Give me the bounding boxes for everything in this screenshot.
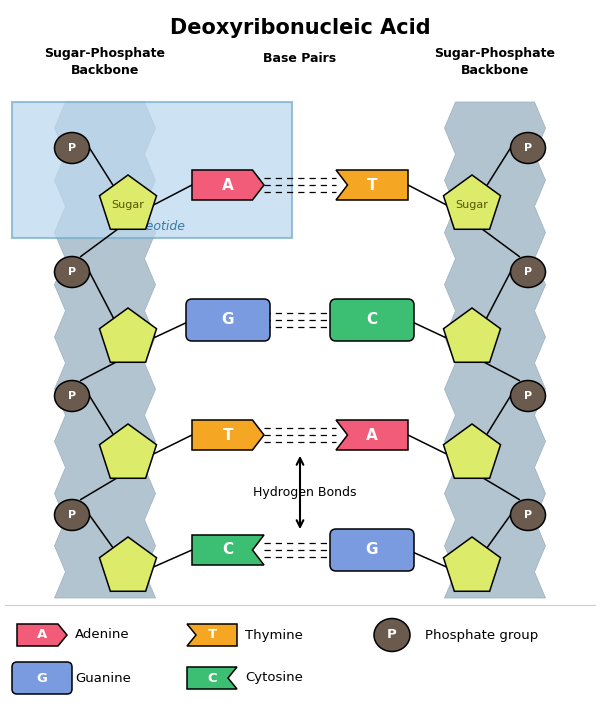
FancyBboxPatch shape — [186, 299, 270, 341]
Text: Hydrogen Bonds: Hydrogen Bonds — [253, 486, 357, 499]
Text: P: P — [68, 143, 76, 153]
Text: Base Pairs: Base Pairs — [263, 52, 337, 65]
Text: Sugar-Phosphate
Backbone: Sugar-Phosphate Backbone — [44, 48, 166, 77]
Ellipse shape — [55, 500, 89, 530]
Text: T: T — [367, 178, 377, 192]
Text: C: C — [207, 672, 217, 684]
Text: Deoxyribonucleic Acid: Deoxyribonucleic Acid — [170, 18, 430, 38]
Polygon shape — [192, 420, 264, 450]
Ellipse shape — [55, 256, 89, 288]
Text: P: P — [68, 391, 76, 401]
Ellipse shape — [511, 381, 545, 412]
Polygon shape — [443, 308, 500, 362]
Ellipse shape — [374, 618, 410, 652]
FancyBboxPatch shape — [330, 299, 414, 341]
Text: T: T — [208, 628, 217, 642]
Polygon shape — [443, 424, 500, 479]
Polygon shape — [443, 175, 500, 229]
Polygon shape — [17, 624, 67, 646]
Text: G: G — [37, 672, 47, 684]
Polygon shape — [55, 102, 155, 598]
Text: A: A — [222, 178, 234, 192]
Text: P: P — [68, 267, 76, 277]
Ellipse shape — [511, 256, 545, 288]
Polygon shape — [192, 170, 264, 200]
Ellipse shape — [55, 133, 89, 163]
Text: Sugar: Sugar — [112, 200, 145, 210]
Polygon shape — [445, 102, 545, 598]
Text: G: G — [366, 542, 378, 557]
Text: Adenine: Adenine — [75, 628, 130, 642]
Polygon shape — [100, 537, 157, 591]
Ellipse shape — [55, 381, 89, 412]
Text: Guanine: Guanine — [75, 672, 131, 684]
Polygon shape — [100, 308, 157, 362]
Text: Nucleotide: Nucleotide — [119, 221, 185, 234]
Text: Thymine: Thymine — [245, 628, 303, 642]
Ellipse shape — [511, 500, 545, 530]
Text: Sugar-Phosphate
Backbone: Sugar-Phosphate Backbone — [434, 48, 556, 77]
Text: T: T — [223, 427, 233, 442]
Text: A: A — [366, 427, 378, 442]
Polygon shape — [336, 420, 408, 450]
Text: Sugar: Sugar — [455, 200, 488, 210]
Text: C: C — [223, 542, 233, 557]
Text: P: P — [524, 143, 532, 153]
Text: P: P — [524, 267, 532, 277]
Text: G: G — [222, 312, 234, 327]
Polygon shape — [336, 170, 408, 200]
Polygon shape — [192, 535, 264, 565]
Text: P: P — [68, 510, 76, 520]
Ellipse shape — [511, 133, 545, 163]
Text: P: P — [524, 391, 532, 401]
FancyBboxPatch shape — [12, 662, 72, 694]
Text: Phosphate group: Phosphate group — [425, 628, 538, 642]
Text: A: A — [37, 628, 47, 642]
Text: P: P — [387, 628, 397, 642]
Text: Cytosine: Cytosine — [245, 672, 303, 684]
Text: C: C — [367, 312, 377, 327]
FancyBboxPatch shape — [330, 529, 414, 571]
Polygon shape — [100, 424, 157, 479]
Polygon shape — [187, 624, 237, 646]
Polygon shape — [100, 175, 157, 229]
FancyBboxPatch shape — [12, 102, 292, 238]
Polygon shape — [443, 537, 500, 591]
Polygon shape — [187, 667, 237, 689]
Text: P: P — [524, 510, 532, 520]
